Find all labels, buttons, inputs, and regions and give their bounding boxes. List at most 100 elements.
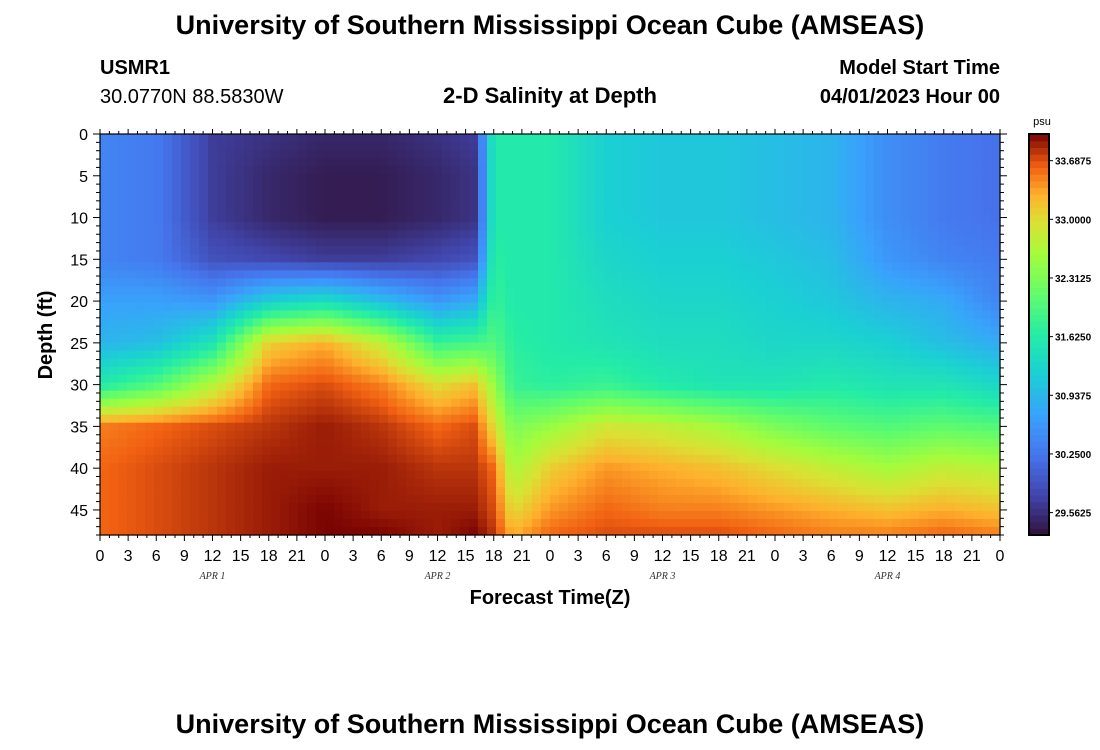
heatmap-cell bbox=[739, 158, 749, 167]
heatmap-cell bbox=[730, 206, 740, 215]
heatmap-cell bbox=[703, 510, 713, 520]
heatmap-cell bbox=[280, 198, 290, 207]
heatmap-cell bbox=[298, 294, 308, 304]
heatmap-cell bbox=[703, 222, 713, 231]
heatmap-cell bbox=[433, 182, 443, 191]
heatmap-cell bbox=[568, 438, 578, 448]
heatmap-cell bbox=[883, 262, 893, 271]
heatmap-cell bbox=[874, 350, 884, 360]
heatmap-cell bbox=[370, 390, 380, 400]
heatmap-cell bbox=[622, 350, 632, 360]
heatmap-cell bbox=[136, 182, 146, 191]
heatmap-cell bbox=[874, 478, 884, 488]
heatmap-cell bbox=[946, 246, 956, 255]
heatmap-cell bbox=[829, 350, 839, 360]
heatmap-cell bbox=[235, 174, 245, 183]
heatmap-cell bbox=[370, 326, 380, 336]
heatmap-cell bbox=[271, 470, 281, 480]
heatmap-cell bbox=[595, 150, 605, 159]
heatmap-cell bbox=[325, 206, 335, 215]
heatmap-cell bbox=[667, 414, 677, 424]
heatmap-cell bbox=[766, 430, 776, 440]
heatmap-cell bbox=[568, 454, 578, 464]
heatmap-cell bbox=[316, 190, 326, 199]
heatmap-cell bbox=[172, 230, 182, 239]
heatmap-cell bbox=[172, 222, 182, 231]
heatmap-cell bbox=[487, 342, 497, 352]
heatmap-cell bbox=[946, 526, 956, 536]
heatmap-cell bbox=[622, 134, 632, 143]
heatmap-cell bbox=[118, 198, 128, 207]
heatmap-cell bbox=[883, 374, 893, 384]
heatmap-cell bbox=[649, 198, 659, 207]
heatmap-cell bbox=[217, 398, 227, 408]
heatmap-cell bbox=[442, 286, 452, 295]
heatmap-cell bbox=[145, 318, 155, 328]
heatmap-cell bbox=[352, 470, 362, 480]
heatmap-cell bbox=[478, 174, 488, 183]
heatmap-cell bbox=[289, 486, 299, 496]
heatmap-cell bbox=[847, 406, 857, 416]
heatmap-cell bbox=[793, 238, 803, 247]
heatmap-cell bbox=[973, 254, 983, 263]
heatmap-cell bbox=[892, 526, 902, 536]
heatmap-cell bbox=[127, 494, 137, 504]
heatmap-cell bbox=[757, 206, 767, 215]
heatmap-cell bbox=[163, 270, 173, 279]
heatmap-cell bbox=[568, 406, 578, 416]
heatmap-cell bbox=[298, 326, 308, 336]
heatmap-cell bbox=[748, 302, 758, 312]
heatmap-cell bbox=[847, 438, 857, 448]
heatmap-cell bbox=[136, 454, 146, 464]
heatmap-cell bbox=[316, 158, 326, 167]
heatmap-cell bbox=[748, 262, 758, 271]
heatmap-cell bbox=[433, 526, 443, 536]
heatmap-cell bbox=[190, 422, 200, 432]
heatmap-cell bbox=[559, 302, 569, 312]
heatmap-cell bbox=[694, 334, 704, 344]
heatmap-cell bbox=[937, 230, 947, 239]
heatmap-cell bbox=[595, 302, 605, 312]
heatmap-cell bbox=[928, 254, 938, 263]
heatmap-cell bbox=[442, 158, 452, 167]
heatmap-cell bbox=[118, 398, 128, 408]
heatmap-cell bbox=[217, 390, 227, 400]
heatmap-cell bbox=[316, 166, 326, 175]
heatmap-cell bbox=[559, 454, 569, 464]
heatmap-cell bbox=[811, 486, 821, 496]
model-start-label: Model Start Time bbox=[839, 57, 1000, 79]
heatmap-cell bbox=[847, 454, 857, 464]
heatmap-cell bbox=[334, 470, 344, 480]
heatmap-cell bbox=[388, 142, 398, 151]
heatmap-cell bbox=[532, 398, 542, 408]
heatmap-cell bbox=[199, 526, 209, 536]
heatmap-cell bbox=[397, 254, 407, 263]
heatmap-cell bbox=[100, 342, 110, 352]
heatmap-cell bbox=[793, 278, 803, 287]
heatmap-cell bbox=[964, 446, 974, 456]
heatmap-cell bbox=[316, 310, 326, 320]
heatmap-cell bbox=[136, 286, 146, 295]
heatmap-cell bbox=[865, 238, 875, 247]
heatmap-cell bbox=[964, 262, 974, 271]
heatmap-cell bbox=[262, 382, 272, 392]
heatmap-cell bbox=[271, 366, 281, 376]
heatmap-cell bbox=[388, 510, 398, 520]
heatmap-cell bbox=[631, 438, 641, 448]
heatmap-cell bbox=[550, 398, 560, 408]
heatmap-cell bbox=[199, 382, 209, 392]
heatmap-cell bbox=[505, 350, 515, 360]
heatmap-cell bbox=[280, 478, 290, 488]
heatmap-cell bbox=[343, 414, 353, 424]
heatmap-cell bbox=[811, 310, 821, 320]
heatmap-cell bbox=[334, 174, 344, 183]
heatmap-cell bbox=[667, 430, 677, 440]
heatmap-cell bbox=[856, 342, 866, 352]
heatmap-cell bbox=[424, 206, 434, 215]
heatmap-cell bbox=[775, 398, 785, 408]
heatmap-cell bbox=[343, 278, 353, 287]
heatmap-cell bbox=[973, 398, 983, 408]
heatmap-cell bbox=[109, 214, 119, 223]
heatmap-cell bbox=[235, 246, 245, 255]
heatmap-cell bbox=[838, 382, 848, 392]
